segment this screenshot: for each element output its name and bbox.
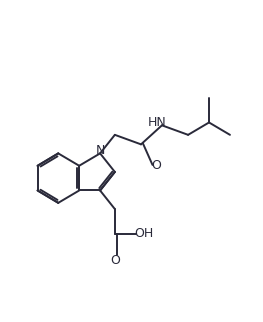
Text: O: O	[110, 254, 120, 267]
Text: OH: OH	[134, 227, 154, 240]
Text: N: N	[95, 144, 105, 157]
Text: O: O	[151, 159, 161, 172]
Text: HN: HN	[147, 116, 166, 129]
